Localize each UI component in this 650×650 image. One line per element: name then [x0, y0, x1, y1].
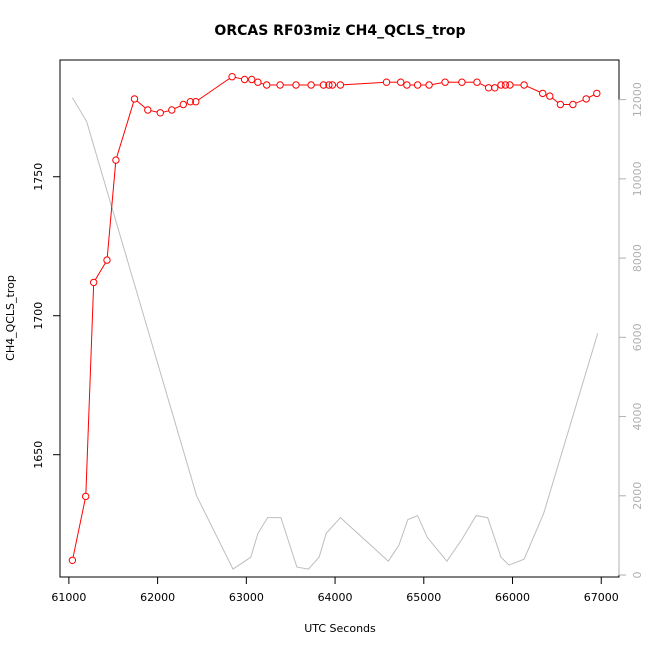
plot-frame — [59, 59, 620, 578]
ch4-segment — [479, 83, 486, 87]
ch4-point — [319, 81, 328, 89]
x-tick-label: 62000 — [140, 591, 175, 604]
ch4-segment — [575, 99, 584, 104]
y2-tick-label: 2000 — [631, 482, 644, 510]
ch4-segment — [150, 110, 158, 113]
ch4-point — [582, 95, 590, 103]
ch4-segment — [72, 499, 86, 558]
ch4-point — [539, 89, 547, 98]
altitude-line — [71, 97, 599, 570]
ch4-point — [90, 278, 98, 287]
ch4-point — [484, 84, 493, 92]
ch4-point — [413, 81, 422, 89]
ch4-point — [546, 92, 554, 100]
ch4-point — [441, 78, 449, 86]
ch4-segment — [85, 285, 95, 494]
x-axis: 61000 62000 63000 64000 65000 66000 67000 — [51, 576, 619, 604]
x-tick-label: 65000 — [406, 591, 441, 604]
ch4-point — [491, 84, 499, 92]
ch4-point — [168, 106, 176, 114]
ch4-point — [179, 100, 188, 109]
ch4-point — [82, 492, 90, 501]
ch4-point — [103, 256, 111, 264]
y2-tick-label: 12000 — [631, 82, 644, 117]
y-axis-right: 0 2000 4000 6000 8000 10000 12000 — [618, 82, 644, 579]
ch4-point — [192, 98, 200, 106]
ch4-point — [458, 78, 466, 86]
y2-tick-label: 10000 — [631, 161, 644, 196]
ch4-point — [425, 81, 433, 89]
x-tick-label: 67000 — [584, 591, 619, 604]
ch4-segment — [551, 97, 559, 103]
ch4-series — [68, 73, 601, 564]
ch4-point — [473, 78, 481, 86]
ch4-point — [276, 81, 284, 89]
ch4-point — [68, 556, 77, 564]
ch4-point — [112, 156, 120, 164]
ch4-point — [382, 78, 391, 86]
ch4-point — [325, 81, 333, 89]
ch4-point — [556, 100, 565, 109]
ch4-segment — [198, 78, 230, 101]
y-tick-label: 1750 — [32, 163, 45, 191]
altitude-series — [71, 97, 599, 570]
y2-tick-label: 6000 — [631, 323, 644, 351]
x-tick-label: 63000 — [229, 591, 264, 604]
ch4-point — [248, 75, 256, 84]
ch4-point — [254, 78, 262, 86]
ch4-segment — [432, 82, 442, 85]
ch4-point — [263, 81, 271, 89]
ch4-point — [307, 81, 315, 89]
ch4-point — [569, 100, 577, 109]
x-axis-label: UTC Seconds — [304, 622, 376, 635]
chart-title: ORCAS RF03miz CH4_QCLS_trop — [214, 23, 465, 39]
ch4-point — [593, 89, 601, 98]
y-axis-left: 1650 1700 1750 — [32, 163, 61, 469]
x-tick-label: 64000 — [318, 591, 353, 604]
ch4-point — [144, 106, 152, 114]
ch4-point — [292, 81, 300, 89]
y2-tick-label: 0 — [631, 572, 644, 579]
ch4-point — [397, 78, 405, 86]
ch4-segment — [343, 81, 384, 86]
ch4-point — [156, 109, 165, 117]
ch4-segment — [106, 163, 117, 257]
ch4-point — [328, 81, 337, 89]
y2-tick-label: 8000 — [631, 244, 644, 272]
ch4-segment — [163, 110, 169, 113]
x-tick-label: 66000 — [495, 591, 530, 604]
ch4-point — [403, 81, 411, 89]
ch4-segment — [588, 94, 595, 98]
y2-tick-label: 4000 — [631, 403, 644, 431]
ch4-segment — [116, 101, 135, 158]
ch4-point — [228, 73, 236, 81]
ch4-point — [520, 81, 528, 89]
x-tick-label: 61000 — [51, 591, 86, 604]
ch4-point — [497, 81, 505, 89]
ch4-segment — [235, 76, 242, 80]
y-axis-label: CH4_QCLS_trop — [4, 275, 17, 361]
ch4-segment — [526, 85, 541, 93]
y-tick-label: 1650 — [32, 441, 45, 469]
ch4-segment — [174, 105, 181, 110]
ch4-point — [336, 81, 345, 89]
ch4-point — [240, 75, 249, 84]
ch4-point — [501, 81, 510, 89]
ch4-point — [506, 81, 514, 89]
y-tick-label: 1700 — [32, 302, 45, 330]
ch4-segment — [136, 100, 146, 109]
ch4-point — [186, 98, 195, 106]
ch4-segment — [94, 262, 106, 280]
ch4-point — [130, 95, 139, 103]
